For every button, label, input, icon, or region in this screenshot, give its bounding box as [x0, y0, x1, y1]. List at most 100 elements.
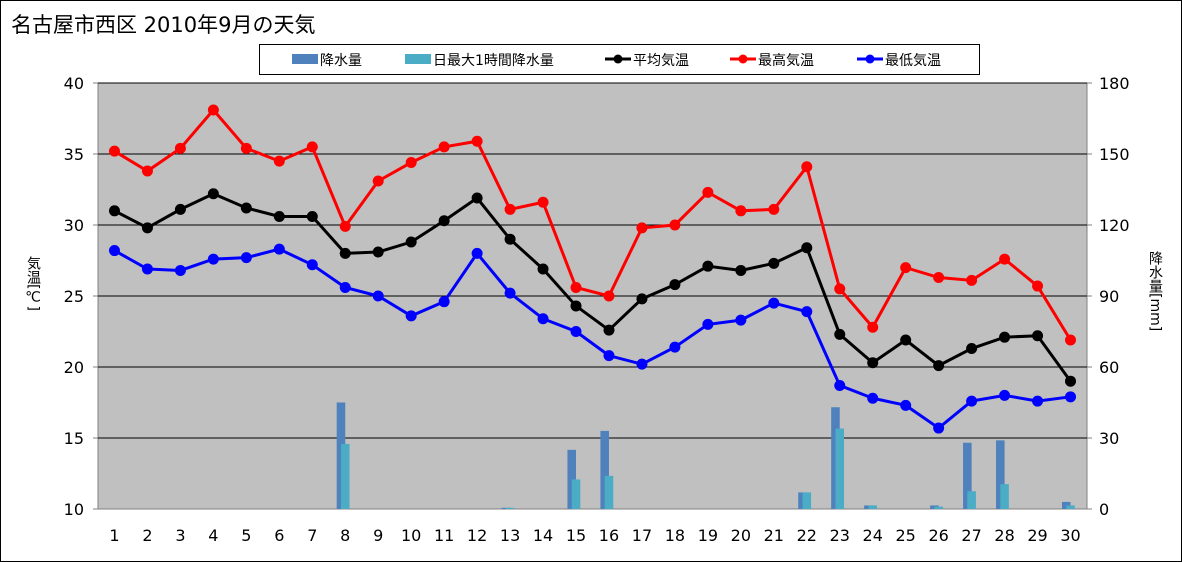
y2-tick-label: 90	[1099, 287, 1119, 306]
max-temp-point	[207, 104, 219, 116]
avg-temp-point	[999, 331, 1011, 343]
y-tick-label: 30	[64, 216, 84, 235]
avg-temp-point	[174, 203, 186, 215]
precip-bar	[600, 430, 609, 509]
avg-temp-point	[636, 293, 648, 305]
max-temp-point	[372, 175, 384, 187]
y2-tick-label: 120	[1099, 216, 1130, 235]
legend-label-max-hour-precip: 日最大1時間降水量	[433, 53, 554, 69]
x-tick-label: 16	[599, 526, 619, 545]
y-tick-label: 10	[64, 500, 84, 519]
x-tick-label: 8	[340, 526, 350, 545]
avg-temp-point	[834, 328, 846, 340]
y-axis-title-left: 気温[℃]	[25, 256, 41, 311]
max-hour-precip-bar	[868, 505, 878, 509]
min-temp-point	[438, 296, 450, 308]
min-temp-point	[570, 326, 582, 337]
y2-tick-label: 30	[1099, 429, 1119, 448]
x-tick-label: 15	[566, 526, 586, 545]
max-temp-point	[801, 161, 813, 173]
avg-temp-point	[702, 260, 714, 272]
max-temp-point	[834, 283, 846, 295]
max-temp-point	[702, 186, 714, 198]
min-temp-point	[966, 395, 978, 407]
max-temp-point	[867, 321, 879, 333]
legend-symbol-max-temp	[730, 54, 756, 64]
avg-temp-point	[405, 236, 417, 248]
y2-tick-label: 180	[1099, 74, 1130, 93]
precip-bar	[996, 440, 1005, 509]
x-tick-label: 24	[863, 526, 883, 545]
min-temp-point	[603, 350, 615, 362]
max-hour-precip-bar	[802, 492, 812, 509]
legend-symbol-max-hour-precip	[405, 54, 431, 64]
x-tick-label: 4	[208, 526, 218, 545]
y-tick-label: 20	[64, 358, 84, 377]
max-hour-precip-bar	[835, 428, 845, 509]
legend-label-avg-temp: 平均気温	[633, 53, 689, 69]
min-temp-point	[504, 287, 516, 299]
x-tick-label: 12	[467, 526, 487, 545]
max-hour-precip-bar	[604, 475, 614, 509]
min-temp-point	[273, 243, 285, 255]
max-temp-point	[504, 203, 516, 215]
min-temp-point	[900, 399, 912, 411]
max-temp-point	[339, 220, 351, 232]
min-temp-point	[1065, 391, 1077, 403]
avg-temp-point	[966, 343, 978, 355]
avg-temp-point	[867, 357, 879, 369]
max-temp-point	[570, 281, 582, 293]
y-tick-label: 15	[64, 429, 84, 448]
max-hour-precip-bar	[967, 491, 976, 509]
max-temp-point	[108, 145, 120, 157]
x-tick-label: 14	[533, 526, 553, 545]
max-hour-precip-bar	[1000, 484, 1009, 509]
max-temp-point	[240, 142, 252, 154]
min-temp-point	[669, 341, 681, 353]
x-tick-label: 5	[241, 526, 251, 545]
x-tick-label: 22	[797, 526, 817, 545]
y2-tick-label: 0	[1099, 500, 1109, 519]
max-temp-point	[933, 272, 945, 284]
max-hour-precip-bar	[340, 443, 350, 509]
max-temp-point	[636, 222, 648, 234]
min-temp-point	[702, 318, 714, 330]
max-temp-point	[405, 157, 417, 169]
max-temp-point	[900, 262, 912, 274]
x-tick-label: 7	[307, 526, 317, 545]
x-tick-label: 10	[401, 526, 421, 545]
max-temp-point	[141, 165, 153, 177]
x-tick-label: 9	[373, 526, 383, 545]
min-temp-point	[306, 259, 318, 271]
min-temp-point	[141, 263, 153, 275]
min-temp-point	[933, 422, 945, 434]
max-temp-point	[306, 141, 318, 153]
max-temp-point	[1065, 334, 1077, 346]
precip-bar	[567, 449, 577, 509]
min-temp-point	[471, 247, 483, 259]
precip-bar	[963, 442, 972, 509]
max-temp-point	[273, 155, 285, 167]
avg-temp-point	[537, 263, 549, 275]
min-temp-point	[1032, 395, 1044, 407]
avg-temp-point	[306, 210, 318, 222]
min-temp-point	[735, 314, 747, 326]
chart-title: 名古屋市西区 2010年9月の天気	[11, 13, 316, 37]
avg-temp-point	[273, 210, 285, 222]
x-tick-label: 29	[1027, 526, 1047, 545]
avg-temp-point	[141, 222, 153, 234]
min-temp-point	[207, 253, 219, 265]
max-hour-precip-bar	[571, 479, 581, 509]
x-tick-label: 11	[434, 526, 454, 545]
avg-temp-point	[933, 360, 945, 372]
x-tick-label: 26	[928, 526, 948, 545]
avg-temp-point	[339, 247, 351, 259]
y-tick-label: 35	[64, 145, 84, 164]
min-temp-point	[108, 245, 120, 257]
max-hour-precip-bar	[505, 507, 515, 509]
min-temp-point	[867, 392, 879, 404]
min-temp-point	[636, 358, 648, 370]
x-tick-label: 17	[632, 526, 652, 545]
min-temp-point	[768, 297, 780, 309]
